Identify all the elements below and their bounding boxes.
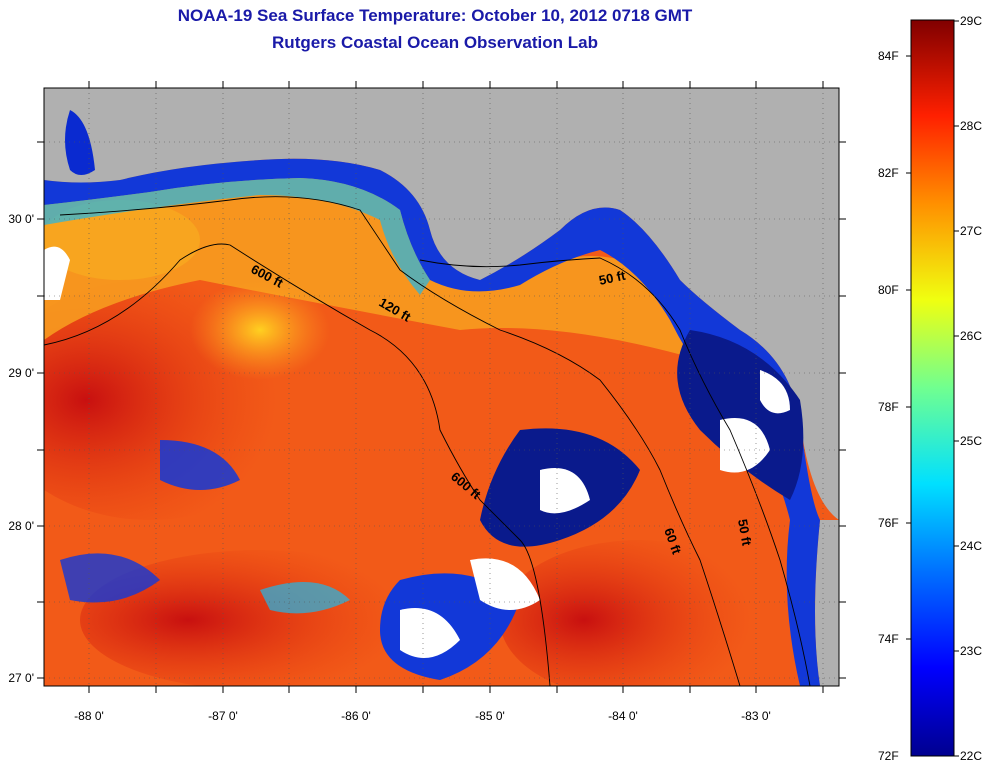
- cloud-mask: [720, 418, 770, 473]
- tick-marks: [37, 81, 846, 693]
- cloud-mask: [540, 468, 590, 514]
- lon-tick-label: -85 0': [475, 709, 505, 723]
- lat-tick-label: 28 0': [8, 519, 34, 533]
- colorbar-label-f: 80F: [878, 283, 899, 297]
- contour-120ft: [59, 196, 741, 686]
- colorbar-label-c: 24C: [960, 539, 983, 553]
- colorbar-label-c: 29C: [960, 14, 983, 28]
- lon-tick-label: -86 0': [341, 709, 371, 723]
- map-plot-area: [44, 88, 839, 686]
- cloud-mask: [400, 608, 460, 658]
- cold-water-patch: [677, 330, 804, 500]
- colorbar-label-c: 22C: [960, 749, 983, 763]
- warm-water-region: [80, 550, 440, 686]
- cloud-mask: [470, 558, 540, 610]
- contour-label-50ft: 50 ft: [735, 518, 755, 548]
- coastal-cool-band: [44, 178, 430, 295]
- cool-water-patch: [260, 582, 350, 614]
- warm-water-region: [500, 540, 780, 686]
- colorbar-label-c: 26C: [960, 329, 983, 343]
- colorbar-label-f: 76F: [878, 516, 899, 530]
- lat-tick-label: 27 0': [8, 671, 34, 685]
- bay-cold-water: [65, 110, 95, 175]
- colorbar: [910, 19, 955, 757]
- yellow-water-patch: [190, 280, 330, 380]
- colorbar-label-f: 82F: [878, 166, 899, 180]
- map-title: NOAA-19 Sea Surface Temperature: October…: [177, 6, 693, 25]
- cloud-mask: [44, 246, 70, 300]
- land-mass: [815, 520, 839, 686]
- colorbar-label-f: 78F: [878, 400, 899, 414]
- contour-label-50ft: 50 ft: [598, 268, 628, 288]
- cloud-mask: [760, 370, 790, 414]
- colorbar-label-c: 27C: [960, 224, 983, 238]
- lon-tick-label: -87 0': [208, 709, 238, 723]
- lat-tick-label: 29 0': [8, 366, 34, 380]
- coastal-cold-water: [44, 158, 820, 686]
- colorbar-label-f: 84F: [878, 49, 899, 63]
- colorbar-ticks: [906, 20, 959, 757]
- lon-tick-label: -83 0': [741, 709, 771, 723]
- map-subtitle: Rutgers Coastal Ocean Observation Lab: [272, 33, 598, 52]
- colorbar-label-c: 28C: [960, 119, 983, 133]
- lon-tick-label: -84 0': [608, 709, 638, 723]
- lat-tick-label: 30 0': [8, 212, 34, 226]
- nearshore-warm-band: [44, 160, 700, 360]
- colorbar-label-f: 72F: [878, 749, 899, 763]
- map-frame: [43, 87, 840, 687]
- contour-600ft: [44, 243, 551, 686]
- colorbar-label-c: 25C: [960, 434, 983, 448]
- lon-tick-label: -88 0': [74, 709, 104, 723]
- cold-water-patch: [160, 440, 240, 490]
- land-mass: [44, 88, 839, 520]
- yellow-water-patch: [44, 200, 200, 280]
- colorbar-label-f: 74F: [878, 632, 899, 646]
- cold-water-patch: [60, 553, 160, 603]
- contour-50ft: [419, 257, 811, 686]
- colorbar-label-c: 23C: [960, 644, 983, 658]
